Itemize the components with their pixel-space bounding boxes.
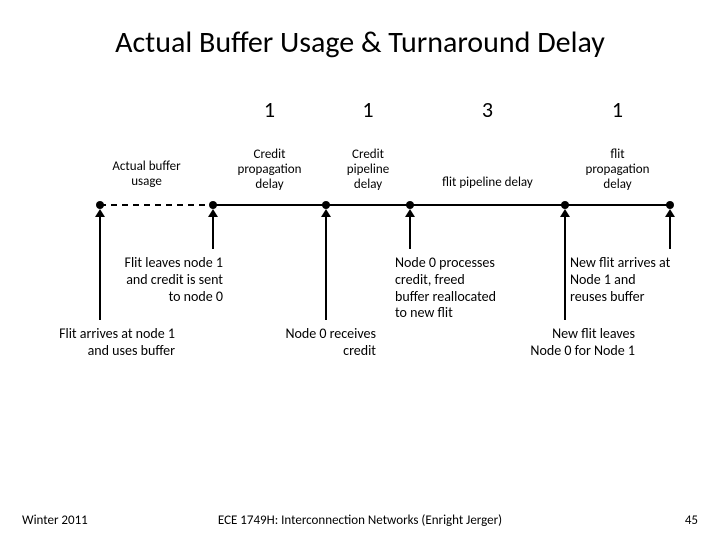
event-arrow [212, 215, 214, 249]
event-label: Flit arrives at node 1and uses buffer [5, 326, 175, 360]
event-label: Node 0 receivescredit [216, 326, 376, 360]
footer-course: ECE 1749H: Interconnection Networks (Enr… [0, 513, 720, 528]
event-arrow [325, 215, 327, 320]
event-label: Node 0 processescredit, freedbuffer real… [395, 255, 555, 322]
event-arrow [564, 215, 566, 320]
footer-pagenum: 45 [685, 513, 698, 528]
event-label: Flit leaves node 1and credit is sentto n… [78, 255, 223, 305]
event-arrow [669, 215, 671, 249]
slide-title: Actual Buffer Usage & Turnaround Delay [0, 24, 720, 61]
segment-label: flitpropagationdelay [558, 148, 678, 193]
segment-label: flit pipeline delay [408, 176, 568, 191]
event-label: New flit leavesNode 0 for Node 1 [465, 326, 635, 360]
event-arrow [409, 215, 411, 249]
event-label: New flit arrives atNode 1 andreuses buff… [570, 255, 715, 305]
segment-number: 1 [598, 96, 638, 123]
segment-number: 3 [468, 96, 508, 123]
segment-label-pre: Actual bufferusage [87, 160, 207, 190]
segment-number: 1 [348, 96, 388, 123]
segment-number: 1 [250, 96, 290, 123]
